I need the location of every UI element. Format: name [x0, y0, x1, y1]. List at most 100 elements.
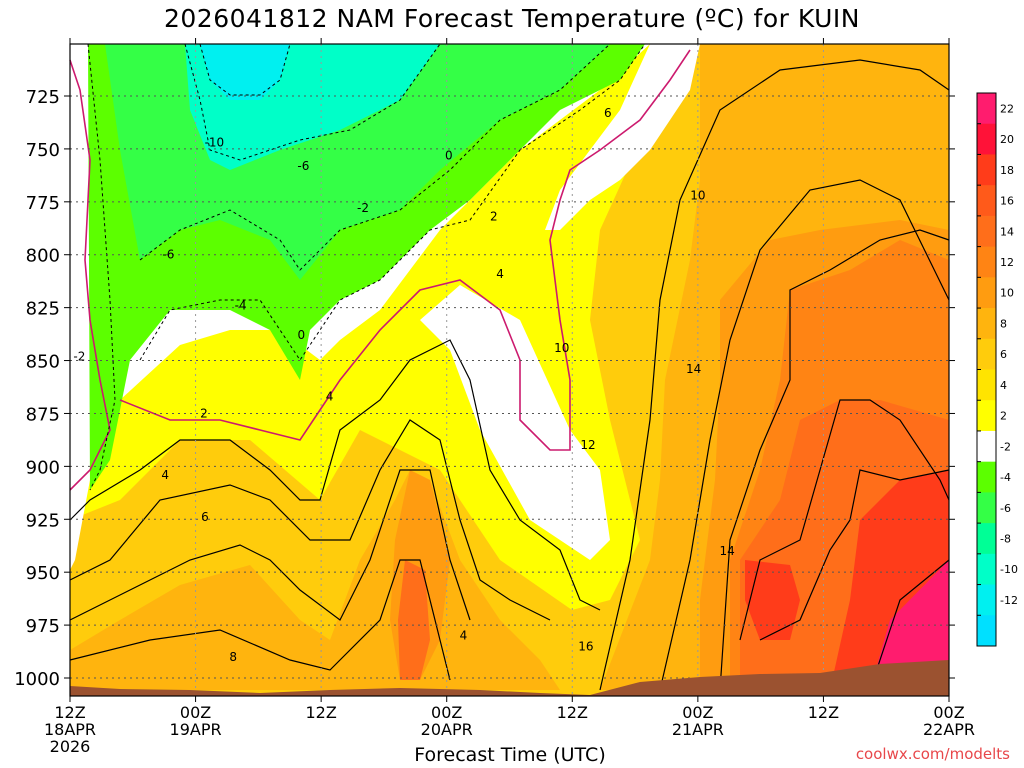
y-tick-label: 950 — [26, 563, 60, 584]
colorbar: 22 20 18 16 14 12 10 8 6 4 2 -2 -4 -6 -8 -10 -12 — [976, 92, 1018, 647]
contour-label: 0 — [445, 148, 453, 162]
colorbar-label: -4 — [1000, 471, 1011, 484]
colorbar-label: -12 — [1000, 594, 1018, 607]
x-tick-label: 00Z — [682, 703, 713, 722]
contour-label: 4 — [496, 267, 504, 281]
x-tick-label: 00Z — [180, 703, 211, 722]
y-tick-label: 750 — [26, 140, 60, 161]
contour-label: 6 — [201, 510, 209, 524]
x-tick-label: 00Z — [933, 703, 964, 722]
dashed-contour — [199, 43, 291, 96]
y-tick-label: 850 — [26, 352, 60, 373]
contour-label: 16 — [578, 639, 593, 653]
band-gt-18 — [870, 560, 949, 690]
x-tick-label: 2026 — [50, 737, 91, 756]
contour-label: 4 — [161, 468, 169, 482]
contour-line — [719, 229, 950, 691]
x-tick-label: 00Z — [431, 703, 462, 722]
colorbar-swatch — [977, 308, 996, 340]
gridlines — [70, 44, 949, 696]
temperature-field — [70, 44, 949, 696]
contour-label: -6 — [297, 159, 309, 173]
contour-label: 0 — [297, 328, 305, 342]
dashed-contour — [139, 43, 611, 271]
colorbar-label: -10 — [1000, 563, 1018, 576]
contour-label: 8 — [229, 650, 237, 664]
band-white-2 — [420, 285, 610, 560]
contour-label: 10 — [554, 341, 569, 355]
contour-line — [69, 469, 471, 621]
colorbar-label: 14 — [1000, 225, 1014, 238]
x-tick-label: 19APR — [170, 720, 222, 739]
y-tick-label: 725 — [26, 87, 60, 108]
y-tick-label: 875 — [26, 404, 60, 425]
y-tick-label: 975 — [26, 616, 60, 637]
x-tick-label: 12Z — [557, 703, 588, 722]
x-axis-label: Forecast Time (UTC) — [414, 744, 606, 766]
colorbar-swatch — [977, 215, 996, 248]
colorbar-label: 2 — [1000, 410, 1007, 423]
colorbar-label: 8 — [1000, 317, 1007, 330]
colorbar-label: -8 — [1000, 532, 1011, 545]
colorbar-label: 22 — [1000, 102, 1014, 115]
colorbar-label: 20 — [1000, 133, 1014, 146]
band-warm-core-2 — [398, 560, 430, 680]
colorbar-swatch — [977, 400, 996, 432]
contour-line — [599, 59, 950, 691]
ground-terrain — [70, 660, 949, 696]
colorbar-swatch — [977, 369, 996, 401]
freezing-lines — [69, 49, 691, 491]
colorbar-swatch — [977, 93, 996, 125]
y-tick-label: 1000 — [14, 669, 60, 690]
contour-label: 4 — [460, 629, 468, 643]
colorbar-label: 12 — [1000, 256, 1014, 269]
contour-label: -10 — [205, 136, 225, 150]
colorbar-swatch — [977, 277, 996, 309]
contour-label: -2 — [73, 349, 85, 363]
contour-line — [69, 419, 551, 621]
plot-frame — [69, 43, 950, 697]
contour-line — [869, 559, 950, 691]
dashed-contour — [139, 43, 646, 361]
colorbar-swatch — [977, 246, 996, 278]
credit-link[interactable]: coolwx.com/modelts — [855, 745, 1010, 763]
contour-label: 2 — [490, 210, 498, 224]
contour-lines — [69, 59, 950, 691]
contour-line — [659, 179, 950, 691]
y-tick-label: 925 — [26, 510, 60, 531]
x-tick-label: 21APR — [672, 720, 724, 739]
colorbar-swatch — [977, 461, 996, 493]
colorbar-label: 4 — [1000, 379, 1007, 392]
colorbar-swatch — [977, 338, 996, 370]
band-cyan — [200, 44, 290, 100]
contour-label: 6 — [604, 106, 612, 120]
y-tick-label: 800 — [26, 246, 60, 267]
contour-label: 12 — [580, 438, 595, 452]
y-tick-label: 825 — [26, 299, 60, 320]
colorbar-swatch — [977, 553, 996, 586]
colorbar-label: 16 — [1000, 195, 1014, 208]
x-tick-label: 12Z — [305, 703, 336, 722]
contour-label: -6 — [162, 248, 174, 262]
colorbar-label: 6 — [1000, 348, 1007, 361]
colorbar-label: -6 — [1000, 502, 1011, 515]
x-tick-label: 18APR — [44, 720, 96, 739]
chart-title: 2026041812 NAM Forecast Temperature (ºC)… — [164, 4, 860, 33]
dashed-contour — [87, 43, 116, 491]
contour-label: -2 — [357, 201, 369, 215]
x-tick-label: 12Z — [808, 703, 839, 722]
contour-label: -4 — [235, 299, 247, 313]
dashed-contours — [87, 43, 646, 491]
colorbar-swatch — [977, 615, 996, 647]
contour-line — [739, 399, 950, 641]
colorbar-swatch — [977, 584, 996, 616]
colorbar-swatch — [977, 154, 996, 186]
contour-line — [759, 469, 950, 641]
colorbar-label: -2 — [1000, 440, 1011, 453]
colorbar-swatch — [977, 123, 996, 155]
contour-label: 10 — [690, 188, 705, 202]
zero-contour — [69, 59, 111, 491]
